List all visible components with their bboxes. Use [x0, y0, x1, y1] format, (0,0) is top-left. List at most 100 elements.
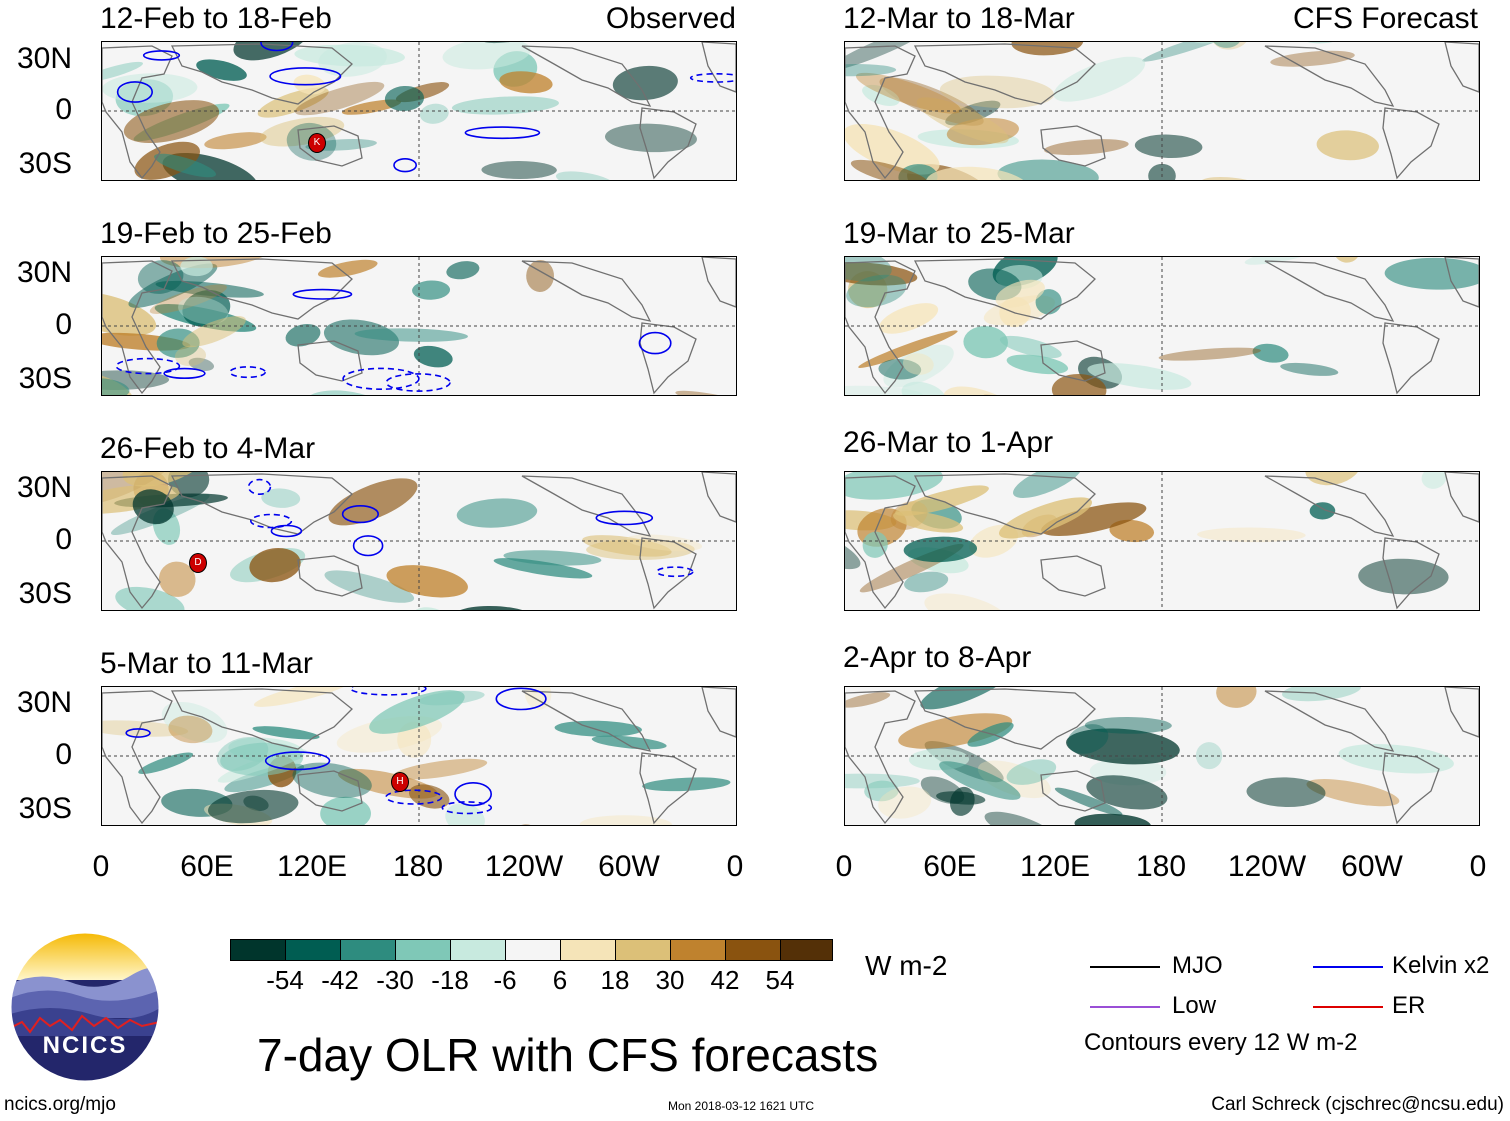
continent-outline — [1264, 475, 1395, 537]
kelvin-contour — [454, 781, 493, 807]
kelvin-contour — [349, 687, 427, 696]
continent-outline — [521, 45, 652, 107]
olr-anomaly-blob — [1338, 743, 1454, 774]
olr-anomaly-blob — [845, 385, 924, 395]
olr-anomaly-blob — [1134, 134, 1203, 159]
ncics-logo: NCICS — [10, 932, 160, 1082]
olr-anomaly-blob — [1051, 373, 1107, 395]
obs-map-1 — [101, 41, 737, 181]
kelvin-contour — [341, 504, 379, 524]
olr-anomaly-blob — [412, 280, 451, 300]
olr-anomaly-blob — [901, 381, 946, 395]
olr-anomaly-blob — [845, 773, 920, 789]
olr-anomaly-blob — [1332, 257, 1361, 263]
kelvin-contour — [352, 535, 384, 557]
olr-anomaly-blob — [450, 605, 541, 610]
olr-anomaly-blob — [324, 570, 415, 603]
obs-map-4 — [101, 686, 737, 826]
y-tick-0: 0 — [55, 308, 72, 341]
olr-anomaly-blob — [846, 274, 907, 308]
olr-anomaly-blob — [493, 558, 593, 579]
continent-outline — [913, 43, 1096, 105]
olr-anomaly-blob — [1280, 362, 1339, 376]
olr-anomaly-blob — [384, 85, 425, 111]
olr-field — [845, 257, 1479, 395]
olr-anomaly-blob — [898, 713, 1013, 749]
fcst-panel-2-title: 19-Mar to 25-Mar — [843, 217, 1075, 250]
olr-anomaly-blob — [451, 96, 559, 115]
olr-anomaly-blob — [102, 61, 143, 83]
olr-anomaly-blob — [201, 608, 238, 610]
olr-anomaly-blob — [999, 497, 1092, 539]
continent-outline — [1040, 340, 1106, 382]
olr-anomaly-blob — [850, 159, 930, 180]
kelvin-contour — [270, 524, 303, 538]
continent-outline — [1382, 537, 1440, 610]
fcst-map-2 — [844, 256, 1480, 396]
colorbar-tick: -42 — [321, 965, 359, 995]
x-tick-0-end: 0 — [726, 850, 744, 883]
olr-anomaly-blob — [878, 359, 922, 380]
olr-anomaly-blob — [1306, 779, 1400, 807]
y-tick-0: 0 — [55, 523, 72, 556]
olr-anomaly-blob — [1212, 42, 1242, 48]
colorbar-swatch — [450, 939, 506, 961]
olr-anomaly-blob — [845, 42, 931, 71]
olr-anomaly-blob — [386, 565, 468, 598]
colorbar-tick: -30 — [376, 965, 414, 995]
olr-anomaly-blob — [182, 290, 231, 327]
olr-anomaly-blob — [864, 780, 899, 802]
colorbar-swatch — [725, 939, 781, 961]
olr-anomaly-blob — [168, 715, 213, 744]
obs-panel-3-title: 26-Feb to 4-Mar — [100, 432, 316, 465]
legend-label-mjo: MJO — [1172, 952, 1223, 979]
olr-anomaly-blob — [1066, 728, 1180, 765]
colorbar-swatch — [230, 939, 286, 961]
continent-outline — [297, 555, 363, 597]
colorbar-unit: W m-2 — [865, 950, 948, 981]
olr-anomaly-blob — [1074, 813, 1152, 825]
kelvin-contour — [142, 50, 181, 61]
kelvin-contour — [441, 801, 493, 815]
olr-anomaly-blob — [925, 166, 1030, 180]
continent-outline — [521, 690, 652, 752]
kelvin-contour — [385, 373, 451, 392]
olr-anomaly-blob — [445, 803, 485, 825]
obs-panel-1-title: 12-Feb to 18-Feb — [100, 2, 332, 35]
olr-anomaly-blob — [102, 73, 198, 103]
colorbar-swatch — [560, 939, 616, 961]
kelvin-contour — [464, 126, 541, 140]
colorbar-swatch — [340, 939, 396, 961]
olr-anomaly-blob — [1006, 759, 1057, 785]
olr-anomaly-blob — [442, 42, 531, 70]
continent-outline — [1444, 42, 1479, 93]
fcst-map-1 — [844, 41, 1480, 181]
olr-anomaly-blob — [582, 535, 672, 557]
kelvin-contour — [269, 67, 342, 86]
olr-anomaly-blob — [949, 786, 975, 816]
olr-anomaly-blob — [845, 472, 943, 500]
olr-anomaly-blob — [481, 160, 557, 179]
olr-anomaly-blob — [883, 344, 954, 388]
olr-anomaly-blob — [513, 824, 542, 825]
olr-anomaly-blob — [1207, 603, 1302, 610]
olr-anomaly-blob — [845, 64, 897, 77]
olr-anomaly-blob — [946, 118, 1019, 146]
continent-outline — [639, 322, 697, 395]
olr-anomaly-blob — [178, 296, 229, 325]
olr-anomaly-blob — [862, 84, 900, 106]
colorbar-tick: -18 — [431, 965, 469, 995]
continent-outline — [170, 688, 353, 750]
continent-outline — [521, 475, 652, 537]
olr-anomaly-blob — [1054, 787, 1123, 816]
continent-outline — [1264, 260, 1395, 322]
x-tick-0-end: 0 — [1469, 850, 1487, 883]
olr-anomaly-blob — [1158, 347, 1261, 361]
continent-outline — [1382, 752, 1440, 825]
olr-anomaly-blob — [102, 823, 133, 825]
olr-anomaly-blob — [137, 260, 184, 294]
kelvin-contour — [247, 478, 272, 495]
olr-anomaly-blob — [1316, 130, 1379, 161]
olr-anomaly-blob — [1309, 502, 1336, 520]
olr-anomaly-blob — [916, 97, 1009, 144]
